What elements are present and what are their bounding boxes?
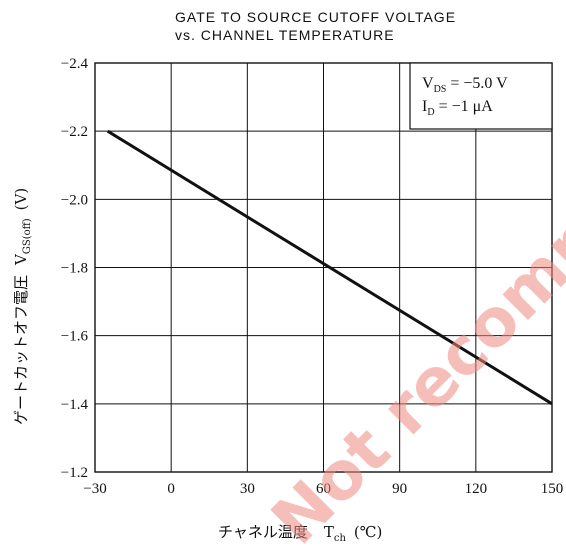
conditions-box [409, 62, 553, 130]
grid [95, 63, 552, 472]
y-tick-label: −2.0 [61, 192, 88, 208]
series [106, 129, 553, 406]
condition-id: ID = −1 μA [422, 98, 493, 118]
x-tick-label: 60 [316, 481, 331, 497]
y-tick-label: −1.8 [61, 261, 88, 277]
x-tick-label: 120 [465, 481, 488, 497]
y-axis: −2.4 −2.2 −2.0 −1.8 −1.6 −1.4 −1.2 [61, 56, 89, 481]
chart-title: GATE TO SOURCE CUTOFF VOLTAGE [175, 9, 456, 25]
condition-vds: VDS = −5.0 V [422, 75, 508, 95]
x-tick-label: 150 [541, 481, 564, 497]
x-tick-label: 30 [240, 481, 255, 497]
x-tick-label: 0 [167, 481, 175, 497]
x-tick-label: 90 [392, 481, 407, 497]
y-tick-label: −2.4 [61, 56, 89, 72]
x-axis: −30 0 30 60 90 120 150 [83, 481, 563, 497]
y-tick-label: −1.2 [61, 465, 88, 481]
plot-frame [94, 62, 553, 473]
y-tick-label: −2.2 [61, 124, 88, 140]
y-tick-label: −1.4 [61, 397, 89, 413]
x-tick-label: −30 [83, 481, 106, 497]
x-axis-label: チャネル温度 Tch (℃) [218, 523, 382, 544]
y-tick-label: −1.6 [61, 329, 89, 345]
chart-subtitle: vs. CHANNEL TEMPERATURE [175, 27, 395, 43]
series-line [106, 129, 553, 406]
y-axis-label: ゲートカットオフ電圧VGS(off)(V) [12, 188, 33, 425]
